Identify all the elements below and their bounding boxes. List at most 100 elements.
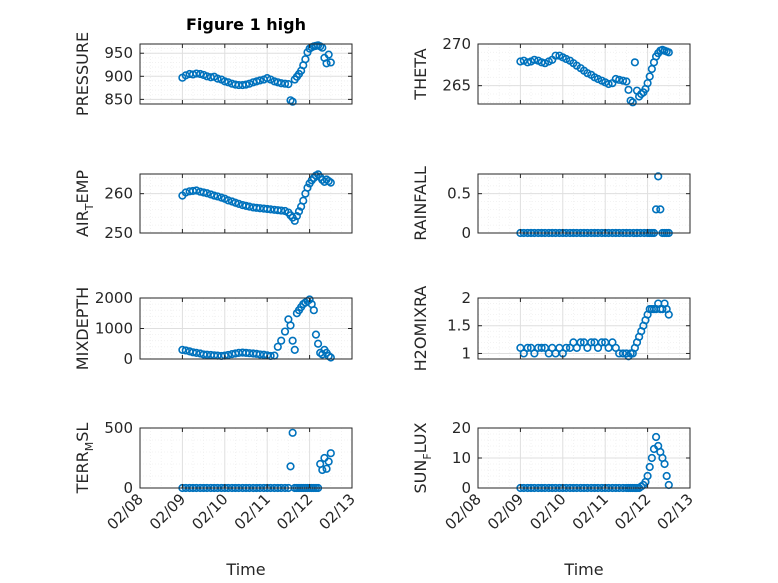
y-axis-label: H2OMIXRA: [411, 286, 430, 372]
data-point: [322, 59, 331, 68]
x-tick-label: 02/09: [484, 490, 527, 533]
data-point: [530, 349, 539, 358]
data-point: [181, 188, 190, 197]
y-axis-label: AIRTEMP: [73, 170, 96, 237]
data-point: [615, 75, 624, 84]
y-tick-label: 10: [452, 449, 471, 467]
x-tick-label: 02/11: [231, 490, 274, 533]
data-point: [656, 205, 665, 214]
y-axis-label: PRESSURE: [73, 32, 92, 116]
data-point: [199, 188, 208, 197]
data-point: [224, 78, 233, 87]
data-point: [326, 58, 335, 67]
data-point: [241, 201, 251, 210]
subplot-theta: 265 270 THETA: [411, 35, 691, 107]
y-tick-label: 1.5: [447, 317, 471, 335]
data-point: [252, 77, 261, 86]
y-tick-label: 20: [452, 419, 471, 437]
subplot-air: 250 260 AIRTEMP: [73, 170, 353, 242]
data-point: [290, 216, 299, 225]
data-point: [630, 58, 639, 67]
axes-box: [477, 173, 691, 234]
data-point: [604, 79, 613, 89]
data-point: [562, 54, 571, 64]
data-point: [241, 80, 251, 89]
data-point: [645, 462, 654, 472]
data-point: [583, 343, 592, 353]
data-point: [324, 50, 333, 59]
y-axis-label: RAINFALL: [411, 166, 430, 241]
data-point: [192, 69, 201, 78]
data-point: [523, 343, 532, 353]
data-point: [523, 58, 532, 67]
x-tick-label: 02/09: [146, 490, 189, 533]
y-axis-label: MIXDEPTH: [73, 287, 92, 370]
x-tick-label: 02/10: [188, 490, 231, 533]
data-point: [299, 196, 308, 205]
data-point: [587, 338, 596, 347]
axes-box: [139, 43, 353, 105]
y-tick-label: 1: [461, 344, 471, 362]
y-tick-label: 2: [461, 289, 471, 307]
axes-box: [139, 427, 353, 489]
data-point: [292, 211, 301, 221]
y-tick-label: 950: [104, 44, 133, 62]
data-point: [664, 310, 673, 319]
data-point: [196, 69, 205, 79]
data-point: [305, 295, 314, 304]
y-tick-label: 900: [104, 67, 133, 85]
data-point: [645, 72, 654, 81]
data-point: [178, 345, 187, 354]
axes-box: [477, 297, 691, 360]
data-point: [326, 178, 335, 187]
y-tick-label: 850: [104, 90, 133, 108]
x-axis-label: Time: [563, 560, 603, 579]
x-tick-label: 02/11: [569, 490, 612, 533]
data-point: [322, 464, 331, 473]
data-point: [192, 186, 201, 195]
data-point: [255, 76, 265, 85]
data-point: [540, 59, 550, 68]
y-tick-label: 265: [442, 77, 471, 95]
data-point: [628, 98, 637, 107]
data-point: [245, 79, 254, 88]
data-point: [277, 206, 286, 215]
data-point: [220, 77, 229, 86]
y-tick-label: 250: [104, 224, 133, 242]
data-point: [286, 321, 295, 330]
y-tick-label: 0: [461, 479, 471, 497]
data-point: [662, 471, 671, 481]
data-point: [213, 192, 222, 201]
y-tick-label: 270: [442, 35, 471, 53]
data-point: [622, 77, 631, 86]
data-point: [301, 55, 310, 64]
data-point: [647, 453, 656, 463]
data-point: [643, 471, 652, 481]
y-tick-label: 0: [123, 350, 133, 368]
data-point: [309, 306, 318, 315]
data-point: [192, 348, 201, 358]
data-point: [202, 189, 212, 198]
data-point: [572, 343, 581, 353]
data-point: [224, 196, 233, 205]
data-point: [288, 428, 297, 437]
data-point: [654, 172, 663, 181]
data-point: [519, 349, 528, 358]
data-point: [311, 330, 321, 339]
data-point: [664, 48, 673, 57]
y-tick-label: 2000: [95, 289, 133, 307]
data-point: [288, 336, 297, 345]
data-point: [290, 345, 299, 354]
data-point: [286, 462, 295, 471]
y-axis-label: THETA: [411, 48, 430, 100]
data-point: [593, 343, 603, 353]
data-point: [611, 74, 620, 84]
y-tick-label: 0: [123, 479, 133, 497]
data-point: [583, 69, 592, 78]
data-point: [294, 207, 304, 216]
data-point: [313, 339, 323, 348]
y-tick-label: 0: [461, 224, 471, 242]
